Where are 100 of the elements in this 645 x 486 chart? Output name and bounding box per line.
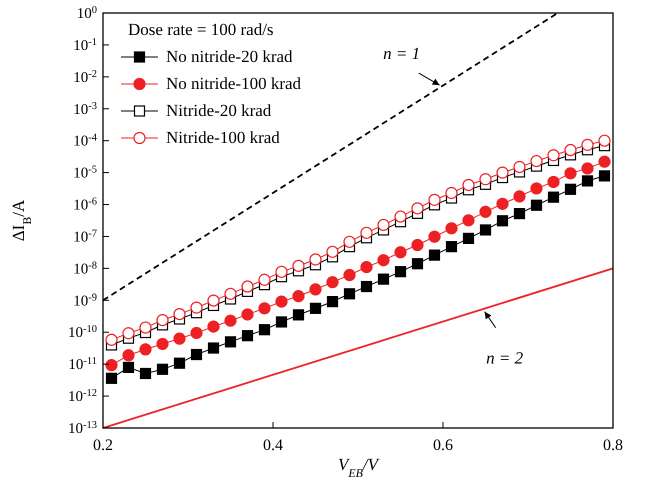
point	[394, 246, 407, 258]
point	[343, 268, 356, 282]
point	[462, 178, 475, 192]
y-tick-label: 10$^{-4}$	[73, 132, 98, 150]
legend-title: Dose rate = 100 rad/s	[128, 20, 274, 39]
x-tick-label: 0.8	[603, 437, 623, 454]
point	[462, 214, 475, 226]
point	[360, 280, 372, 292]
point	[377, 254, 390, 266]
point	[581, 162, 594, 175]
point	[394, 266, 406, 278]
point	[547, 149, 560, 162]
legend-label: Nitride-100 krad	[166, 128, 280, 147]
point	[412, 258, 424, 270]
point	[548, 192, 560, 203]
point	[258, 302, 271, 314]
point	[207, 294, 220, 307]
point	[208, 342, 220, 354]
point	[564, 167, 577, 180]
y-tick-label: 10$^{-5}$	[73, 164, 97, 182]
point	[445, 186, 458, 200]
point	[428, 230, 441, 243]
point	[530, 182, 543, 195]
point	[122, 349, 135, 362]
legend-label: Nitride-20 krad	[166, 101, 272, 120]
point	[360, 260, 373, 274]
point	[276, 316, 288, 328]
point	[514, 208, 526, 220]
point	[105, 334, 118, 346]
point	[411, 202, 424, 214]
point	[241, 308, 254, 321]
y-tick-label: 10$^{-3}$	[73, 100, 97, 118]
point	[242, 330, 254, 342]
point	[292, 290, 305, 302]
point	[411, 238, 424, 252]
point	[156, 364, 168, 375]
point	[309, 253, 322, 266]
point	[174, 358, 186, 369]
x-tick-label: 0.6	[433, 437, 453, 454]
y-tick-label: 10$^{-6}$	[73, 196, 97, 214]
point	[445, 222, 458, 234]
point	[190, 348, 202, 360]
point	[446, 241, 458, 252]
point	[156, 338, 169, 350]
point	[326, 296, 338, 308]
y-tick-label: 10$^{-10}$	[68, 324, 97, 342]
point	[394, 210, 407, 223]
y-tick-label: 10$^{-11}$	[68, 356, 97, 374]
point	[530, 154, 543, 168]
point	[598, 134, 611, 147]
point	[190, 326, 203, 340]
point	[377, 218, 390, 232]
point	[106, 372, 118, 384]
point	[598, 170, 610, 182]
point	[462, 232, 474, 244]
y-tick-label: 10$^{-2}$	[73, 68, 97, 86]
x-tick-label: 0.2	[93, 437, 113, 454]
point	[275, 296, 288, 308]
point	[122, 327, 135, 340]
point	[598, 156, 611, 168]
point	[258, 324, 270, 336]
y-tick-label: 10$^{-13}$	[68, 420, 97, 437]
y-tick-label: 10$^{-9}$	[73, 292, 97, 310]
point	[513, 160, 526, 174]
point	[479, 206, 492, 218]
y-tick-label: 10$^{-12}$	[68, 388, 97, 406]
point	[310, 302, 322, 314]
legend-label: No nitride-20 krad	[166, 47, 294, 66]
point	[140, 368, 152, 380]
point	[292, 260, 305, 272]
point	[292, 309, 304, 320]
point	[309, 283, 322, 296]
point	[139, 343, 152, 356]
point	[344, 288, 356, 300]
point	[480, 224, 492, 236]
point	[173, 332, 186, 345]
point	[105, 359, 118, 372]
point	[479, 173, 492, 186]
point	[326, 246, 339, 258]
point	[496, 215, 508, 226]
point	[496, 198, 509, 210]
point	[547, 176, 560, 188]
point	[582, 175, 594, 187]
point	[326, 276, 339, 288]
legend-label: No nitride-100 krad	[166, 74, 302, 93]
x-tick-label: 0.4	[263, 437, 283, 454]
point	[496, 166, 509, 179]
point	[513, 190, 526, 202]
y-tick-label: 10$^{-8}$	[73, 260, 97, 278]
point	[428, 250, 440, 261]
annotation: n = 1	[383, 44, 420, 64]
point	[173, 308, 186, 320]
point	[378, 274, 390, 285]
point	[530, 200, 542, 211]
point	[224, 288, 237, 300]
point	[190, 302, 203, 314]
y-tick-label: 10$^{-1}$	[73, 36, 97, 54]
point	[241, 280, 254, 293]
point	[581, 138, 594, 151]
point	[207, 320, 220, 333]
